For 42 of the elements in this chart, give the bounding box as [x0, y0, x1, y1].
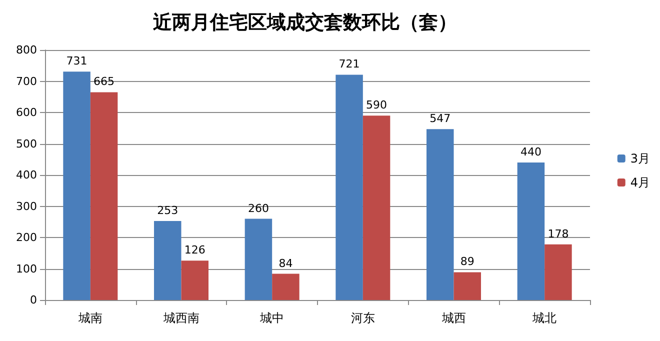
y-tick-label: 600: [16, 106, 37, 119]
bar: [90, 92, 118, 300]
x-tick-label: 城西: [440, 311, 466, 325]
data-label: 89: [460, 255, 474, 268]
y-tick-label: 100: [16, 262, 37, 276]
x-tick-label: 城中: [259, 311, 284, 325]
x-tick-label: 河东: [350, 311, 375, 325]
bar: [544, 244, 572, 300]
x-tick-label: 城西南: [162, 311, 200, 325]
y-tick-label: 400: [16, 168, 37, 182]
legend-label: 4月: [630, 176, 650, 190]
bar: [244, 218, 272, 300]
bar: [336, 74, 363, 300]
bar: [362, 116, 390, 300]
data-label: 253: [157, 204, 178, 217]
y-tick-label: 0: [30, 294, 37, 306]
bar: [426, 129, 454, 300]
y-tick-label: 800: [16, 44, 37, 56]
data-label: 178: [548, 227, 569, 240]
y-tick-label: 300: [16, 200, 37, 213]
data-label: 84: [278, 256, 293, 270]
bar: [454, 272, 481, 300]
x-tick-label: 城南: [77, 311, 102, 325]
data-label: 260: [248, 202, 269, 215]
bar: [272, 274, 300, 300]
data-label: 731: [66, 54, 88, 68]
data-label: 547: [430, 112, 451, 126]
bar: [63, 72, 90, 300]
y-tick-label: 700: [16, 74, 37, 88]
bar: [154, 220, 182, 300]
y-tick-label: 200: [16, 231, 37, 244]
chart-title: 近两月住宅区域成交套数环比（套）: [152, 12, 457, 34]
legend-label: 3月: [630, 152, 650, 166]
data-label: 126: [184, 244, 206, 257]
data-label: 721: [338, 58, 360, 71]
x-tick-label: 城北: [532, 311, 557, 325]
data-label: 440: [520, 146, 542, 158]
bar: [181, 260, 208, 300]
y-tick-label: 500: [16, 137, 37, 150]
data-label: 665: [94, 75, 115, 88]
bar: [517, 162, 545, 300]
data-label: 590: [366, 98, 388, 112]
